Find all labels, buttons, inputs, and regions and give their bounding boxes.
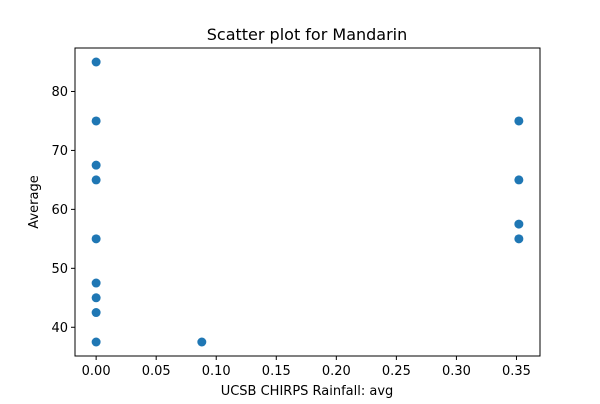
x-tick-label: 0.30	[442, 364, 471, 379]
x-tick-label: 0.25	[382, 364, 411, 379]
x-axis-ticks: 0.00 0.05 0.10 0.15 0.20 0.25 0.30 0.35	[82, 356, 531, 379]
y-axis-label: Average	[27, 175, 42, 228]
plot-area: 0.00 0.05 0.10 0.15 0.20 0.25 0.30 0.35 40 50 60 7…	[51, 47, 541, 379]
points-layer	[91, 57, 524, 347]
chart-title: Scatter plot for Mandarin	[207, 25, 408, 44]
x-tick-label: 0.15	[262, 364, 291, 379]
scatter-point	[91, 293, 101, 303]
y-tick-label: 40	[51, 321, 68, 336]
y-tick-label: 70	[51, 144, 68, 159]
scatter-point	[91, 278, 101, 288]
scatter-point	[91, 175, 101, 185]
x-tick-label: 0.20	[322, 364, 351, 379]
axes-frame	[74, 47, 541, 357]
scatter-point	[514, 116, 524, 126]
scatter-point	[514, 234, 524, 244]
y-tick-label: 50	[51, 262, 68, 277]
scatter-point	[91, 234, 101, 244]
x-tick-label: 0.35	[502, 364, 531, 379]
scatter-point	[514, 175, 524, 185]
scatter-point	[91, 337, 101, 347]
y-tick-label: 80	[51, 85, 68, 100]
x-axis-label: UCSB CHIRPS Rainfall: avg	[221, 384, 394, 399]
x-tick-label: 0.10	[202, 364, 231, 379]
scatter-point	[197, 337, 207, 347]
scatter-point	[91, 160, 101, 170]
x-tick-label: 0.00	[82, 364, 111, 379]
y-tick-label: 60	[51, 203, 68, 218]
scatter-point	[514, 219, 524, 229]
scatter-point	[91, 57, 101, 67]
y-axis-ticks: 40 50 60 70 80	[51, 85, 75, 336]
scatter-point	[91, 308, 101, 318]
x-tick-label: 0.05	[142, 364, 171, 379]
scatter-point	[91, 116, 101, 126]
